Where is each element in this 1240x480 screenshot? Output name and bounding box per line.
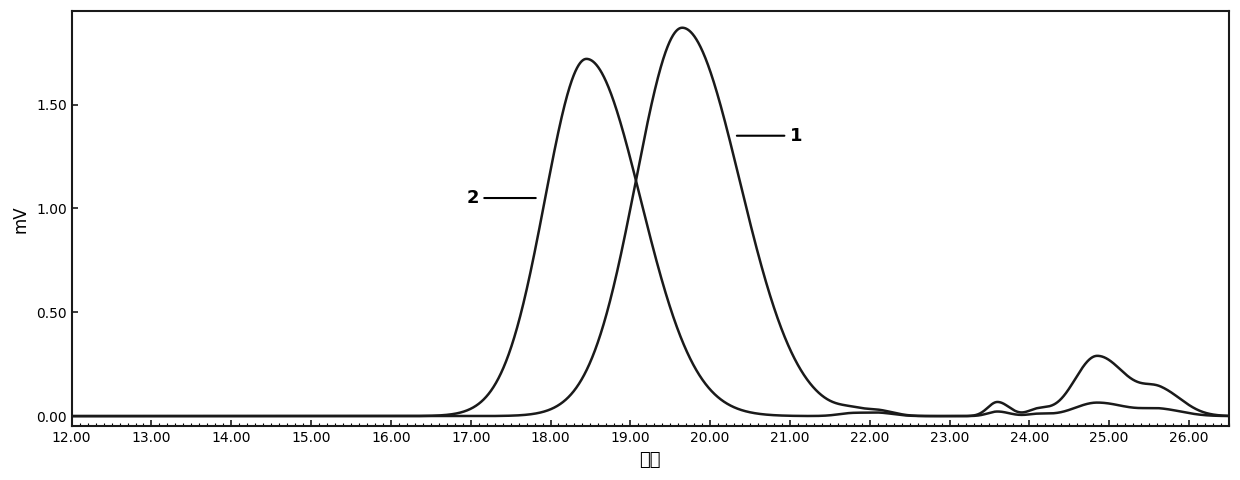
Y-axis label: mV: mV [11,205,29,233]
Text: 1: 1 [737,127,802,144]
X-axis label: 分钟: 分钟 [640,451,661,469]
Text: 2: 2 [466,189,536,207]
